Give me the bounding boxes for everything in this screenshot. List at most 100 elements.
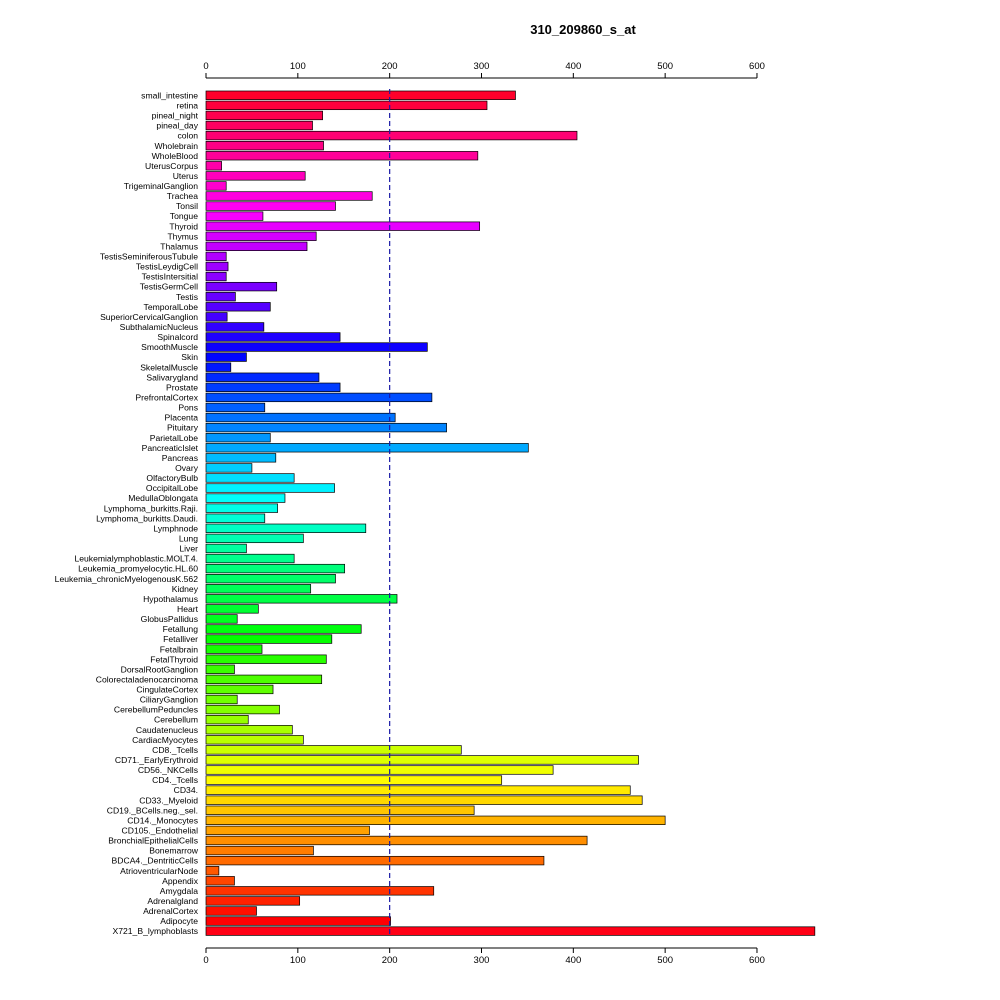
bar — [205, 483, 335, 493]
category-label: Bonemarrow — [149, 846, 199, 856]
tick-label: 500 — [657, 61, 673, 72]
bar — [205, 281, 278, 292]
bar — [205, 181, 227, 191]
bar — [205, 302, 271, 312]
tick-label: 200 — [382, 61, 398, 72]
bar — [205, 332, 341, 342]
bar — [205, 513, 266, 523]
bar — [205, 795, 643, 805]
category-label: Fetallung — [163, 624, 199, 634]
bar — [205, 463, 253, 473]
bar — [205, 271, 227, 282]
category-label: BronchialEpithelialCells — [108, 836, 198, 846]
category-label: Wholebrain — [155, 141, 199, 151]
tick-label: 200 — [382, 955, 398, 966]
bar — [205, 292, 236, 302]
category-label: TemporalLobe — [144, 302, 199, 312]
bar — [205, 130, 578, 141]
bar — [205, 342, 428, 352]
category-label: CingulateCortex — [136, 685, 198, 695]
bar — [205, 886, 435, 896]
bar — [205, 725, 293, 735]
category-label: MedullaOblongata — [128, 493, 198, 503]
category-label: ParietalLobe — [150, 433, 198, 443]
bar — [205, 261, 229, 272]
category-label: UterusCorpus — [145, 161, 198, 171]
bar — [205, 775, 503, 785]
category-label: CiliaryGanglion — [140, 695, 198, 705]
category-label: CD56._NKCells — [138, 765, 198, 775]
bar — [205, 785, 631, 795]
category-label: Pancreas — [162, 453, 198, 463]
bar — [205, 493, 286, 503]
category-label: AtrioventricularNode — [120, 866, 198, 876]
bar — [205, 352, 247, 362]
bar — [205, 241, 308, 252]
category-label: Lung — [179, 533, 198, 543]
category-label: Ovary — [175, 463, 199, 473]
category-label: CD4._Tcells — [152, 775, 198, 785]
category-label: GlobusPallidus — [141, 614, 198, 624]
bar — [205, 533, 304, 544]
tick-label: 300 — [474, 955, 490, 966]
category-label: OccipitalLobe — [146, 483, 198, 493]
bar — [205, 312, 228, 322]
category-label: CD19._BCells.neg._sel. — [107, 805, 198, 815]
category-label: Salivarygland — [146, 372, 198, 382]
category-label: Adipocyte — [160, 916, 198, 926]
bars — [205, 90, 816, 936]
category-label: SubthalamicNucleus — [120, 322, 198, 332]
category-label: Tongue — [170, 211, 198, 221]
category-label: Trachea — [167, 191, 198, 201]
bar — [205, 916, 391, 926]
category-label: Lymphnode — [153, 523, 198, 533]
bar — [205, 815, 666, 825]
bar — [205, 906, 257, 916]
bar — [205, 362, 232, 372]
bar — [205, 221, 481, 231]
category-label: small_intestine — [141, 90, 198, 100]
bar — [205, 845, 314, 856]
bar — [205, 523, 367, 533]
bar — [205, 835, 588, 846]
category-label: Thymus — [167, 231, 198, 241]
category-label: Spinalcord — [157, 332, 198, 342]
category-label: Leukemia_chronicMyelogenousK.562 — [55, 574, 199, 584]
category-label: Leukemia_promyelocytic.HL.60 — [78, 564, 198, 574]
bar — [205, 433, 271, 443]
category-label: Placenta — [165, 413, 199, 423]
category-label: colon — [177, 131, 198, 141]
bar — [205, 402, 266, 413]
category-label: Heart — [177, 604, 199, 614]
bar — [205, 110, 323, 121]
category-label: TestisLeydigCell — [136, 262, 198, 272]
bar — [205, 644, 263, 654]
bar — [205, 634, 333, 644]
category-label: TrigeminalGanglion — [124, 181, 198, 191]
bar — [205, 382, 341, 392]
bar — [205, 503, 278, 513]
category-label: Fetalliver — [163, 634, 198, 644]
bar — [205, 563, 346, 574]
bar — [205, 473, 295, 483]
category-label: PancreaticIslet — [142, 443, 199, 453]
category-label: DorsalRootGanglion — [121, 664, 199, 674]
category-label: Thyroid — [169, 221, 198, 231]
category-label: CD34. — [174, 785, 198, 795]
category-label: pineal_day — [156, 121, 198, 131]
bar — [205, 251, 227, 262]
bar — [205, 664, 235, 674]
bar — [205, 704, 280, 715]
category-label: Cerebellum — [154, 715, 198, 725]
category-label: CD14._Monocytes — [127, 815, 198, 825]
bar — [205, 372, 320, 382]
bar — [205, 443, 529, 453]
bar — [205, 322, 265, 332]
tick-label: 600 — [749, 61, 765, 72]
category-label: Colorectaladenocarcinoma — [96, 674, 198, 684]
category-label: FetalThyroid — [150, 654, 198, 664]
tick-label: 0 — [203, 955, 208, 966]
bar — [205, 191, 373, 201]
bar — [205, 896, 301, 906]
